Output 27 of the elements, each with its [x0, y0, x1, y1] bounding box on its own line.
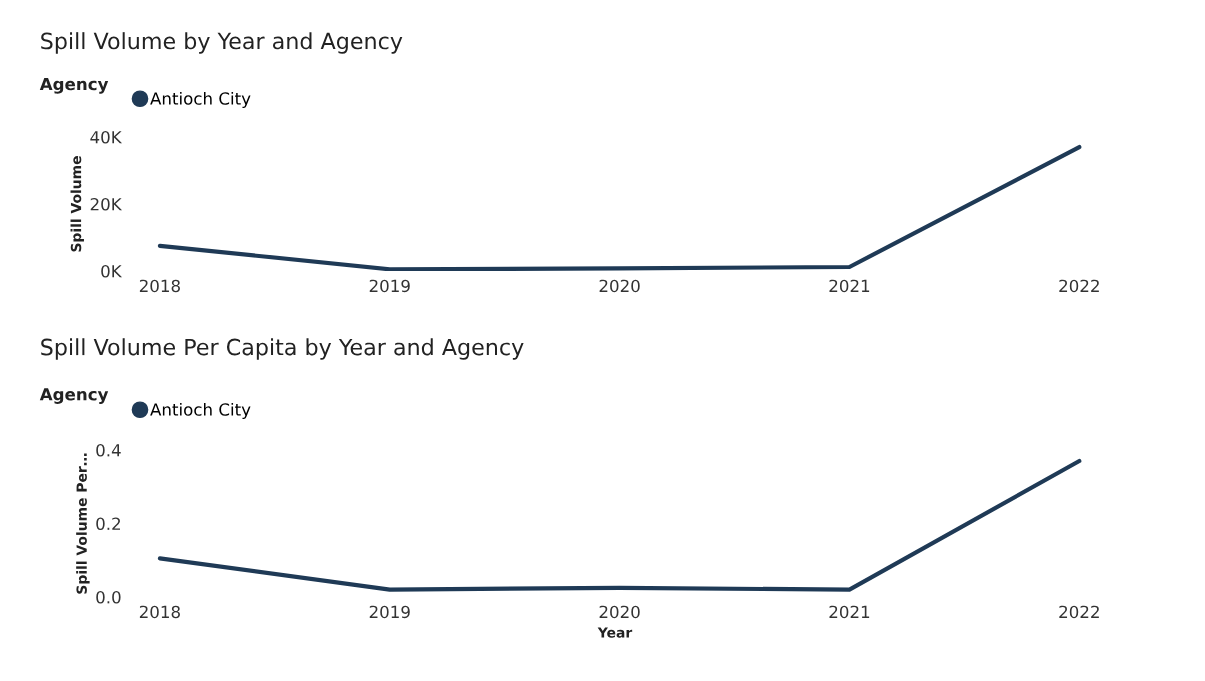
line-series: [157, 458, 1082, 592]
chart-title: Spill Volume by Year and Agency: [41, 32, 403, 54]
y-tick-label: 0.2: [96, 517, 120, 531]
y-tick-label: 20K: [90, 197, 123, 211]
y-axis-title: Spill Volume: [70, 156, 84, 252]
y-axis-title: Spill Volume Per…: [76, 453, 90, 594]
x-tick-label: 2022: [1059, 279, 1099, 293]
x-tick-label: 2019: [369, 279, 410, 293]
x-tick-label: 2019: [369, 605, 410, 619]
y-tick-label: 0.4: [96, 443, 121, 457]
y-tick-label: 40K: [90, 130, 123, 144]
x-tick-label: 2018: [139, 605, 180, 619]
legend-title: Agency: [39, 388, 109, 404]
line-series: [157, 144, 1082, 271]
x-tick-label: 2020: [599, 605, 640, 619]
y-tick-label: 0.0: [96, 590, 121, 604]
x-axis-title: Year: [597, 627, 633, 638]
x-tick-label: 2021: [829, 279, 870, 293]
x-tick-label: 2021: [829, 605, 870, 619]
legend-title: Agency: [39, 77, 109, 94]
legend-label: Antioch City: [150, 91, 251, 109]
x-tick-label: 2018: [139, 279, 180, 293]
legend-label: Antioch City: [150, 402, 251, 420]
x-tick-label: 2022: [1059, 605, 1099, 619]
chart-title: Spill Volume Per Capita by Year and Agency: [41, 338, 524, 360]
x-tick-label: 2020: [599, 279, 640, 293]
y-tick-label: 0K: [101, 264, 123, 278]
